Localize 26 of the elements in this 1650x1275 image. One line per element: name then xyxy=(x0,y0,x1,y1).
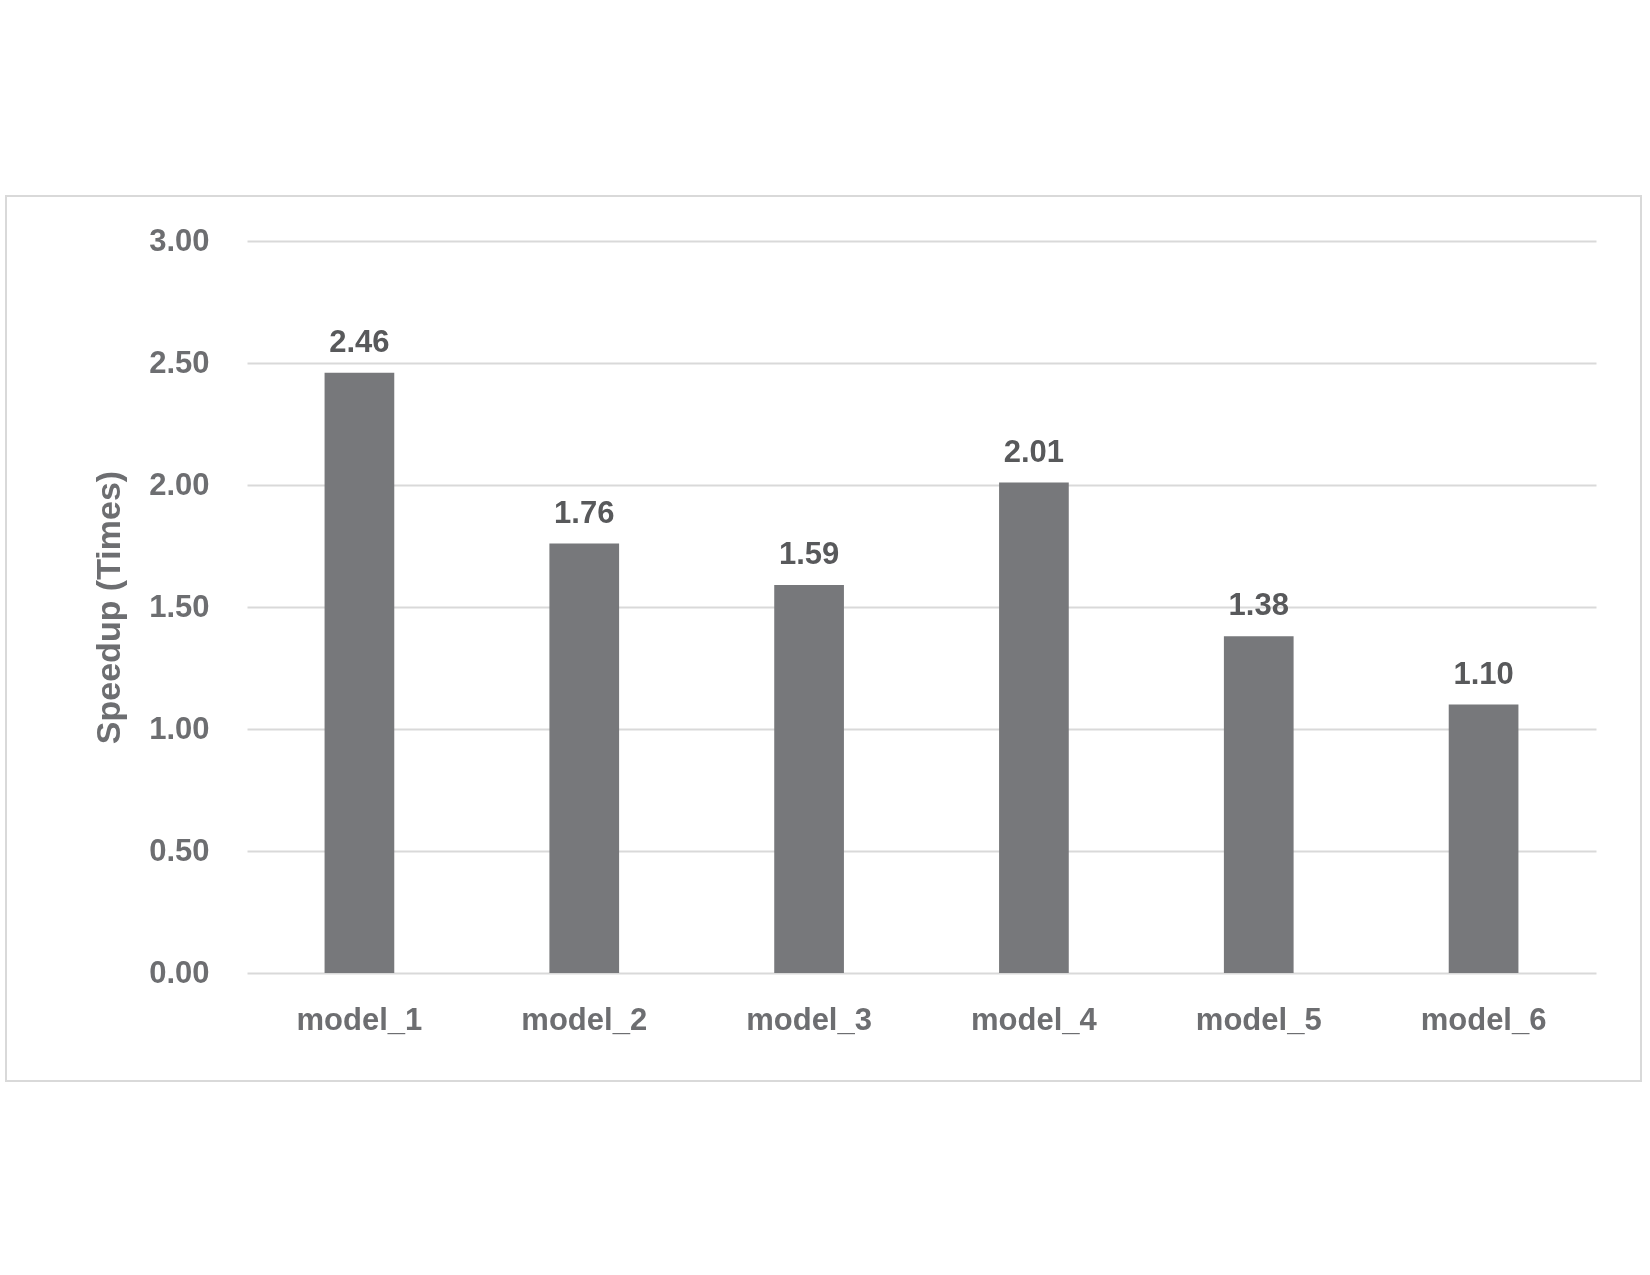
data-label: 1.76 xyxy=(554,494,615,530)
data-label: 1.10 xyxy=(1453,655,1514,691)
x-tick-label: model_5 xyxy=(1195,1001,1322,1037)
bar xyxy=(774,585,844,973)
x-tick-label: model_2 xyxy=(521,1001,648,1037)
x-tick-label: model_4 xyxy=(971,1001,1098,1037)
data-label: 2.46 xyxy=(329,323,390,359)
bar xyxy=(1448,704,1519,973)
y-axis-title: Speedup (Times) xyxy=(89,470,128,745)
data-label: 1.38 xyxy=(1228,587,1289,623)
bar xyxy=(324,372,395,973)
y-tick-label: 3.00 xyxy=(149,222,210,258)
x-tick-label: model_1 xyxy=(296,1001,423,1037)
y-tick-label: 1.50 xyxy=(149,588,210,624)
x-tick-label: model_6 xyxy=(1420,1001,1547,1037)
y-tick-label: 0.50 xyxy=(149,832,210,868)
y-tick-label: 2.50 xyxy=(149,344,210,380)
y-tick-label: 0.00 xyxy=(149,954,210,990)
bar xyxy=(549,543,620,973)
y-tick-label: 2.00 xyxy=(149,466,210,502)
data-label: 1.59 xyxy=(778,536,840,572)
y-tick-label: 1.00 xyxy=(149,710,210,746)
x-tick-label: model_3 xyxy=(746,1001,872,1037)
bar xyxy=(999,482,1069,973)
data-label: 2.01 xyxy=(1003,433,1065,469)
bar xyxy=(1223,636,1294,973)
